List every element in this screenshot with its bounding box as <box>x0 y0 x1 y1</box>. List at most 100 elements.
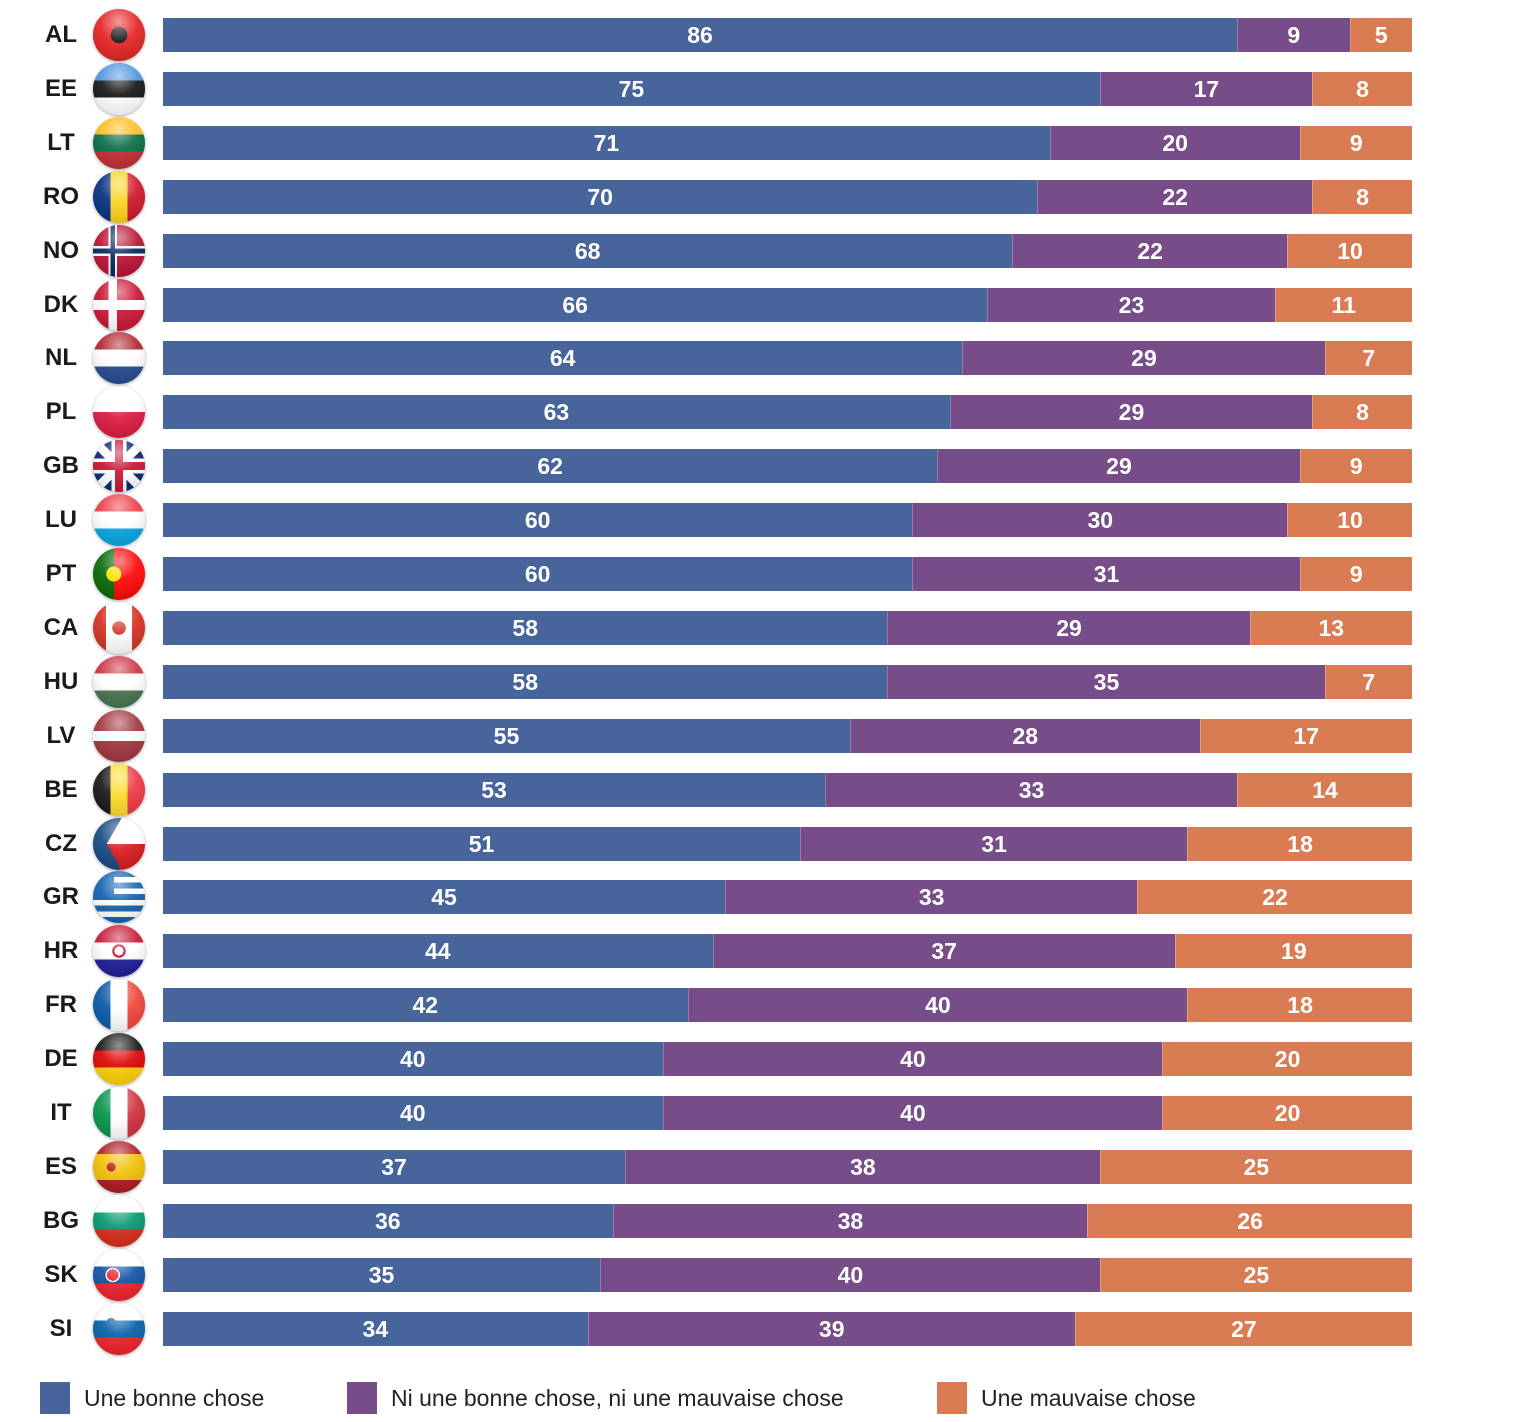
stacked-bar: 40 40 20 <box>163 1042 1412 1077</box>
bar-segment-good: 66 <box>163 287 988 322</box>
category-label: NL <box>45 344 77 372</box>
bar-segment-bad: 8 <box>1312 71 1412 106</box>
bulgaria-flag-icon <box>93 1194 145 1247</box>
bar-segment-neutral: 31 <box>912 557 1300 591</box>
bar-segment-neutral: 40 <box>600 1257 1100 1292</box>
bar-row-bg: BG 36 38 26 <box>0 1194 1514 1247</box>
bar-segment-good: 64 <box>163 341 963 376</box>
flag-gloss <box>93 1033 145 1086</box>
bar-segment-neutral: 29 <box>962 341 1325 376</box>
bar-row-ca: CA 58 29 13 <box>0 601 1514 654</box>
italy-flag-icon <box>93 1087 145 1139</box>
bar-segment-bad: 9 <box>1299 449 1412 484</box>
stacked-bar: 60 31 9 <box>163 557 1412 591</box>
bar-segment-neutral: 29 <box>949 395 1313 430</box>
bar-segment-bad: 8 <box>1312 395 1412 430</box>
flag-gloss <box>93 763 145 816</box>
bar-segment-good: 36 <box>163 1203 613 1238</box>
flag-gloss <box>93 871 145 924</box>
latvia-flag-icon <box>93 709 145 762</box>
legend-label-neutral: Ni une bonne chose, ni une mauvaise chos… <box>391 1385 844 1411</box>
poland-flag-icon <box>93 386 145 439</box>
stacked-bar: 62 29 9 <box>163 449 1412 484</box>
bar-segment-neutral: 30 <box>912 503 1288 538</box>
stacked-bar: 44 37 19 <box>163 934 1412 969</box>
bar-segment-neutral: 31 <box>799 826 1188 861</box>
bar-segment-neutral: 35 <box>887 664 1325 699</box>
bar-segment-good: 68 <box>163 233 1013 268</box>
category-label: DK <box>43 290 79 318</box>
bar-row-nl: NL 64 29 7 <box>0 332 1514 385</box>
flag-gloss <box>93 1302 145 1355</box>
category-label: LT <box>47 128 75 156</box>
legend-swatch-neutral <box>347 1382 377 1414</box>
slovakia-flag-icon <box>93 1248 145 1301</box>
stacked-bar: 40 40 20 <box>163 1096 1412 1130</box>
bar-segment-bad: 7 <box>1324 341 1412 376</box>
category-label: NO <box>43 236 79 264</box>
bar-segment-neutral: 22 <box>1037 179 1313 214</box>
norway-flag-icon <box>93 224 145 277</box>
flag-gloss <box>93 817 145 870</box>
stacked-bar: 58 29 13 <box>163 610 1412 645</box>
bar-segment-neutral: 38 <box>612 1203 1088 1238</box>
bar-segment-neutral: 40 <box>687 988 1188 1023</box>
bar-segment-neutral: 28 <box>849 718 1200 753</box>
category-label: PL <box>45 398 77 426</box>
flag-gloss <box>93 386 145 439</box>
stacked-bar: 71 20 9 <box>163 125 1412 160</box>
bar-segment-bad: 10 <box>1287 503 1412 538</box>
germany-flag-icon <box>93 1033 145 1086</box>
flag-gloss <box>93 601 145 654</box>
bar-segment-bad: 19 <box>1174 934 1412 969</box>
bar-segment-good: 70 <box>163 179 1038 214</box>
bar-segment-neutral: 29 <box>887 610 1250 645</box>
category-label: EE <box>44 74 77 102</box>
category-label: AL <box>45 21 77 48</box>
bar-row-al: AL 86 9 5 <box>0 9 1514 61</box>
stacked-bar: 64 29 7 <box>163 341 1412 376</box>
bar-segment-good: 58 <box>163 664 888 699</box>
bar-segment-bad: 7 <box>1324 664 1412 699</box>
category-label: BG <box>43 1206 79 1234</box>
flag-gloss <box>93 62 145 115</box>
spain-flag-icon <box>93 1140 145 1193</box>
denmark-flag-icon <box>93 278 145 331</box>
bar-segment-good: 44 <box>163 934 713 969</box>
category-label: LU <box>45 506 77 534</box>
category-label: SI <box>49 1314 73 1342</box>
bar-segment-bad: 13 <box>1249 610 1412 645</box>
flag-gloss <box>93 332 145 385</box>
bar-row-sk: SK 35 40 25 <box>0 1248 1514 1301</box>
bar-row-lu: LU 60 30 10 <box>0 494 1514 547</box>
bar-segment-good: 75 <box>163 71 1100 106</box>
category-label: FR <box>45 991 77 1019</box>
bar-row-ee: EE 75 17 8 <box>0 62 1514 115</box>
stacked-bar: 75 17 8 <box>163 71 1412 106</box>
stacked-bar: 42 40 18 <box>163 988 1412 1023</box>
category-label: RO <box>43 182 79 210</box>
bar-segment-bad: 18 <box>1187 988 1412 1023</box>
bar-row-no: NO 68 22 10 <box>0 224 1514 277</box>
flag-gloss <box>93 170 145 223</box>
legend-label-bad: Une mauvaise chose <box>981 1385 1196 1411</box>
legend-swatch-good <box>40 1382 70 1414</box>
flag-gloss <box>93 1248 145 1301</box>
bar-segment-good: 35 <box>163 1257 601 1292</box>
bar-row-pt: PT 60 31 9 <box>0 548 1514 600</box>
lithuania-flag-icon <box>93 116 145 169</box>
bar-segment-bad: 20 <box>1162 1042 1412 1077</box>
bar-segment-bad: 25 <box>1099 1149 1412 1184</box>
bar-segment-bad: 5 <box>1349 18 1412 52</box>
bar-row-gr: GR 45 33 22 <box>0 871 1514 924</box>
category-label: ES <box>44 1152 77 1180</box>
bar-segment-bad: 9 <box>1299 125 1412 160</box>
category-label: SK <box>44 1260 78 1288</box>
stacked-bar: 35 40 25 <box>163 1257 1412 1292</box>
bar-segment-neutral: 23 <box>987 287 1275 322</box>
bar-row-lv: LV 55 28 17 <box>0 709 1514 762</box>
bar-segment-good: 63 <box>163 395 950 430</box>
bar-segment-good: 42 <box>163 988 688 1023</box>
bar-row-de: DE 40 40 20 <box>0 1033 1514 1086</box>
bar-segment-good: 40 <box>163 1096 663 1130</box>
